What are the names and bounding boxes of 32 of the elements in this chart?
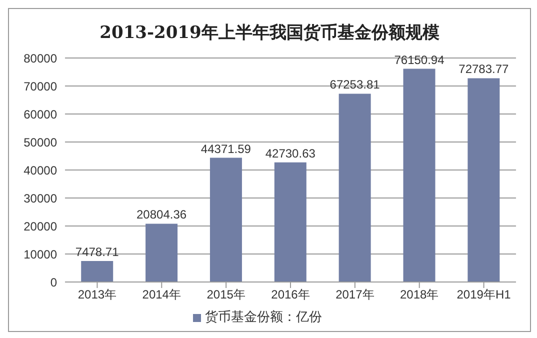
y-tick-label: 80000 xyxy=(24,51,58,66)
legend-label: 货币基金份额：亿份 xyxy=(205,309,322,324)
data-label: 7478.71 xyxy=(75,245,120,260)
x-tick-label: 2017年 xyxy=(336,288,374,302)
bar xyxy=(403,68,436,282)
data-label: 42730.63 xyxy=(265,146,316,160)
bar xyxy=(81,261,114,282)
bar xyxy=(338,94,371,282)
data-label: 44371.59 xyxy=(200,142,252,156)
y-tick-label: 50000 xyxy=(24,135,58,150)
y-tick-label: 20000 xyxy=(24,219,58,234)
bar xyxy=(210,158,242,282)
x-tick-label: 2019年H1 xyxy=(456,288,512,302)
y-tick-label: 10000 xyxy=(24,247,58,262)
y-tick-label: 30000 xyxy=(24,191,58,206)
chart-title: 2013-2019年上半年我国货币基金份额规模 xyxy=(98,22,440,44)
x-tick-label: 2014年 xyxy=(142,288,181,302)
data-label: 76150.94 xyxy=(394,52,445,67)
x-tick-label: 2018年 xyxy=(400,288,439,302)
data-label: 72783.77 xyxy=(458,62,510,76)
x-tick-label: 2016年 xyxy=(271,288,310,302)
bar xyxy=(274,162,306,282)
x-tick-label: 2015年 xyxy=(206,288,246,302)
y-tick-label: 60000 xyxy=(24,107,58,122)
data-label: 67253.81 xyxy=(330,78,380,92)
bar xyxy=(146,224,178,282)
data-label: 20804.36 xyxy=(136,208,187,222)
y-tick-label: 70000 xyxy=(24,79,58,94)
x-tick-label: 2013年 xyxy=(78,288,117,302)
y-tick-label: 0 xyxy=(50,275,58,290)
y-tick-label: 40000 xyxy=(24,163,58,178)
bar xyxy=(468,78,500,282)
